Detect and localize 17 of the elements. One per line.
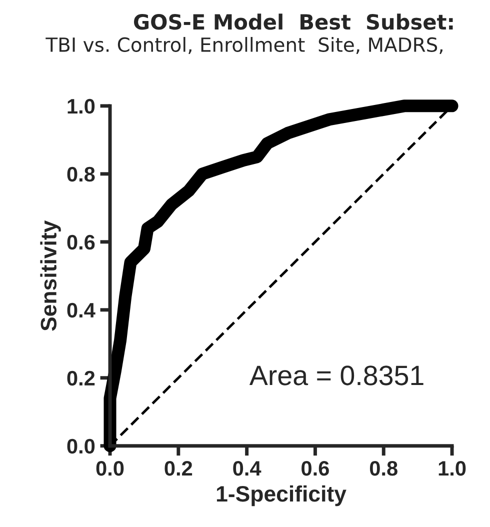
chart-subtitle: TBI vs. Control, Enrollment Site, MADRS, bbox=[46, 36, 442, 54]
x-tick-label: 1.0 bbox=[438, 460, 466, 476]
y-tick-label: 0.8 bbox=[67, 166, 95, 182]
x-tick-label: 0.2 bbox=[164, 460, 192, 476]
x-tick-label: 0.6 bbox=[302, 460, 329, 476]
chart-title: GOS-E Model Best Subset: bbox=[134, 14, 453, 30]
y-tick-label: 0.4 bbox=[67, 302, 96, 318]
y-tick-label: 0.6 bbox=[67, 234, 95, 250]
x-tick-label: 0.8 bbox=[370, 460, 398, 476]
x-tick-label: 0.0 bbox=[96, 460, 124, 476]
y-tick-label: 1.0 bbox=[68, 98, 95, 114]
y-tick-label: 0.0 bbox=[67, 438, 95, 454]
x-tick-label: 0.4 bbox=[233, 460, 262, 476]
y-tick-label: 0.2 bbox=[67, 370, 95, 386]
annotation: Area = 0.8351 bbox=[249, 366, 424, 386]
y-axis-title: Sensitivity bbox=[40, 220, 61, 331]
x-axis-title: 1-Specificity bbox=[216, 485, 346, 506]
